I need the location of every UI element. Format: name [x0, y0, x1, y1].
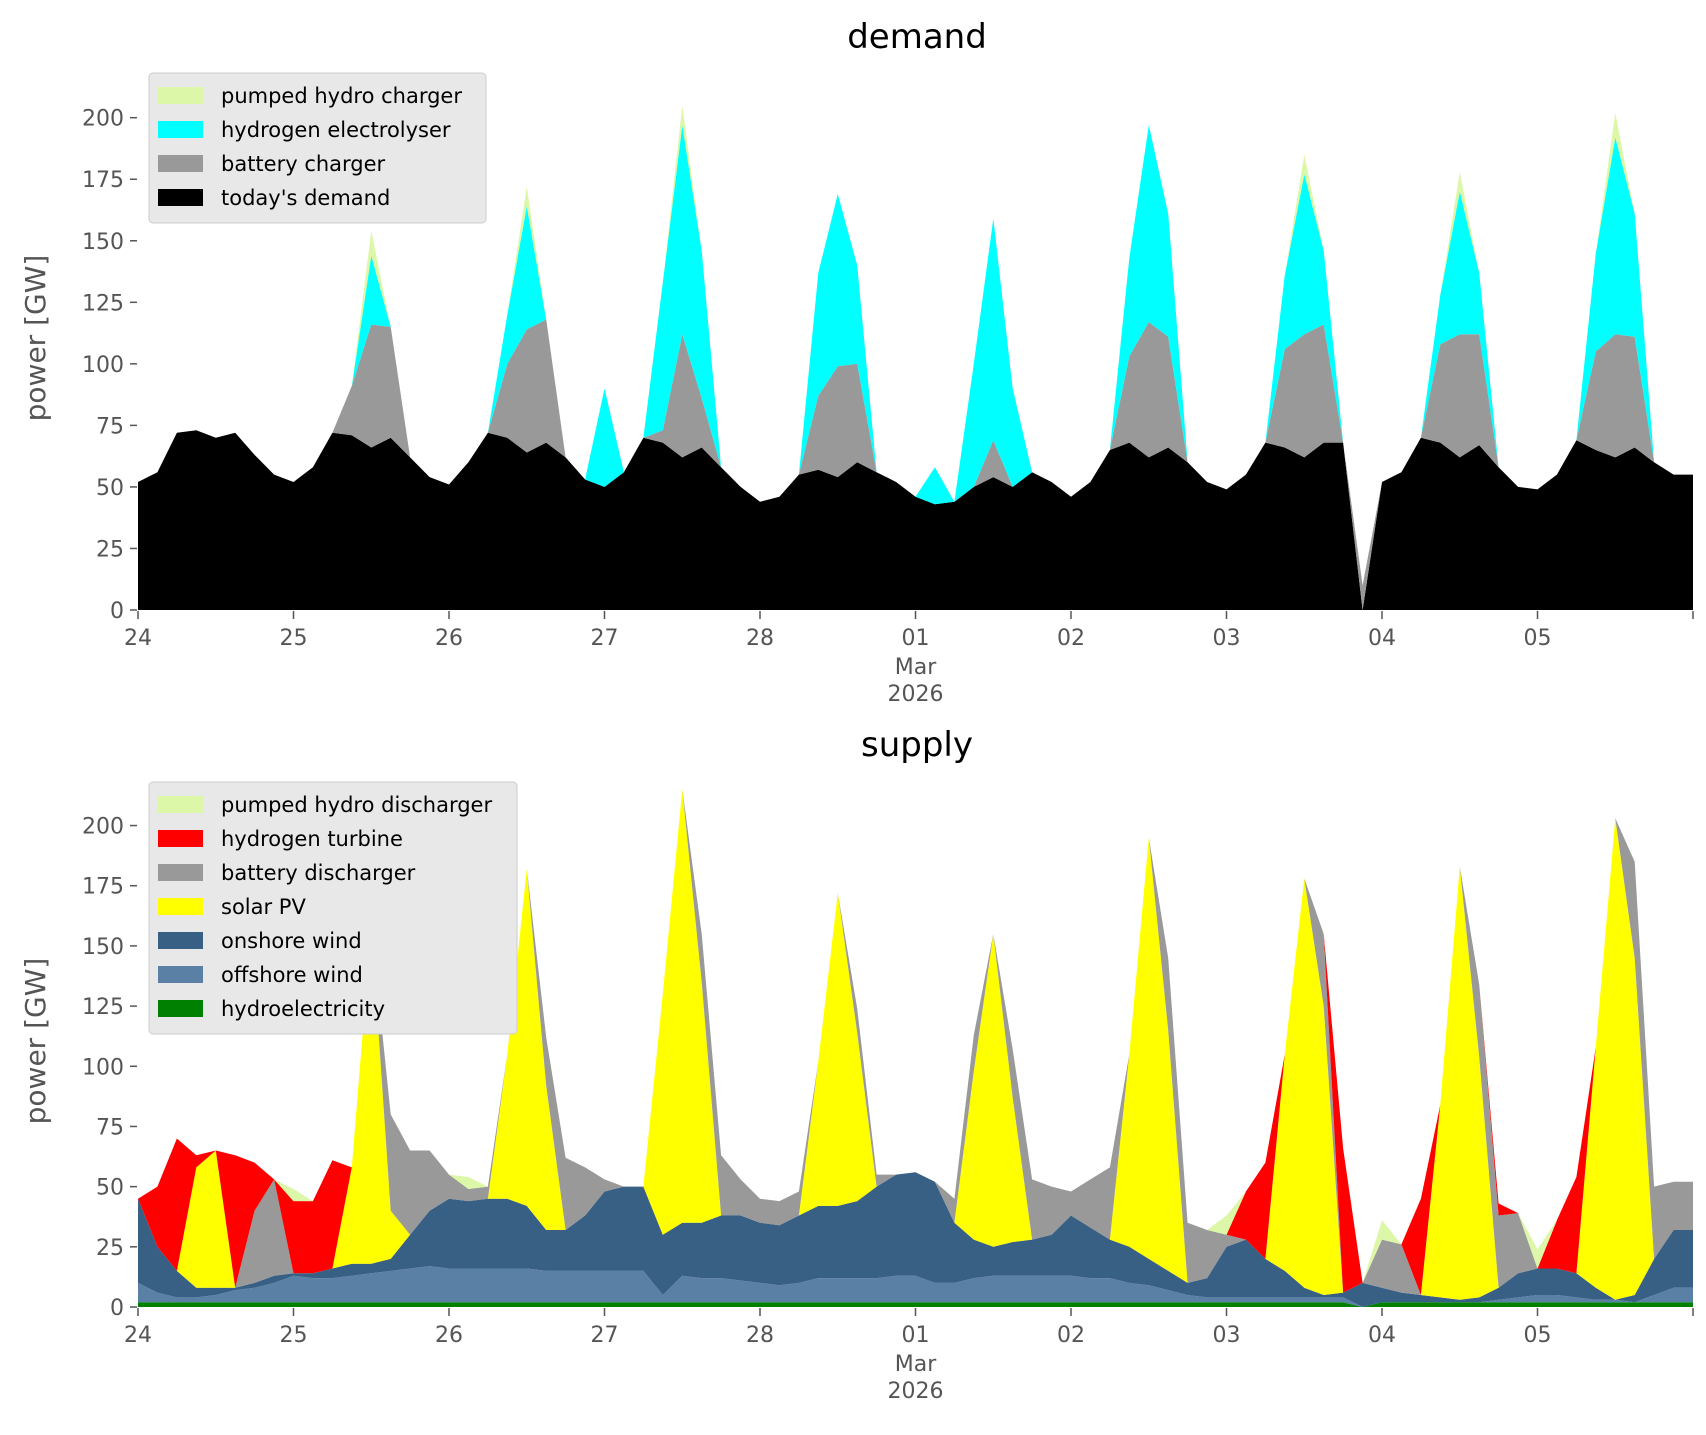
x-tick-label: 24	[124, 626, 152, 651]
x-tick-label: 03	[1213, 1323, 1241, 1348]
y-tick-label: 150	[82, 935, 124, 960]
y-tick-label: 25	[96, 537, 124, 562]
legend-label: pumped hydro charger	[221, 84, 462, 108]
x-tick-label: 25	[280, 1323, 308, 1348]
x-tick-month: Mar	[895, 655, 937, 680]
x-tick-label: 01	[902, 1323, 930, 1348]
y-tick-label: 50	[96, 476, 124, 501]
area-hydrogen-turbine	[138, 789, 1693, 1295]
x-tick-label: 28	[746, 626, 774, 651]
legend-swatch	[158, 830, 203, 847]
legend-label: solar PV	[221, 895, 306, 919]
area-hydroelectricity	[138, 1302, 1693, 1307]
x-tick-label: 02	[1057, 1323, 1085, 1348]
x-tick-label: 26	[435, 626, 463, 651]
legend	[148, 72, 487, 224]
x-tick-label: 26	[435, 1323, 463, 1348]
y-tick-label: 200	[82, 107, 124, 132]
y-tick-label: 100	[82, 353, 124, 378]
legend-label: battery charger	[221, 152, 386, 176]
y-tick-label: 175	[82, 168, 124, 193]
legend-swatch	[158, 796, 203, 813]
legend-label: battery discharger	[221, 861, 416, 885]
y-axis-label: power [GW]	[19, 958, 52, 1125]
legend-label: onshore wind	[221, 929, 362, 953]
legend-label: hydroelectricity	[221, 997, 385, 1021]
x-tick-label: 27	[591, 626, 619, 651]
x-tick-year: 2026	[888, 682, 944, 707]
y-tick-label: 175	[82, 875, 124, 900]
x-tick-year: 2026	[888, 1379, 944, 1404]
x-tick-label: 04	[1368, 1323, 1396, 1348]
area-offshore-wind	[138, 1266, 1693, 1307]
area-solar-pv	[138, 789, 1693, 1300]
y-tick-label: 125	[82, 995, 124, 1020]
area-onshore-wind	[138, 1172, 1693, 1307]
legend-swatch	[158, 189, 203, 206]
area-battery-charger	[138, 319, 1693, 610]
chart-panel-supply: supply power [GW] 0 25 50 75 100 125 150 175 200 24…	[19, 725, 1694, 1404]
chart-title: demand	[847, 17, 987, 57]
x-tick-label: 28	[746, 1323, 774, 1348]
y-tick-label: 0	[110, 1296, 124, 1321]
legend-label: hydrogen electrolyser	[221, 118, 451, 142]
legend-swatch	[158, 898, 203, 915]
y-tick-label: 125	[82, 291, 124, 316]
legend-swatch	[158, 864, 203, 881]
legend-swatch	[158, 87, 203, 104]
legend-label: offshore wind	[221, 963, 363, 987]
legend-swatch	[158, 932, 203, 949]
legend-label: pumped hydro discharger	[221, 793, 492, 817]
y-tick-label: 75	[96, 414, 124, 439]
legend-swatch	[158, 155, 203, 172]
legend-label: hydrogen turbine	[221, 827, 403, 851]
x-tick-label: 02	[1057, 626, 1085, 651]
legend-swatch	[158, 966, 203, 983]
y-tick-label: 50	[96, 1176, 124, 1201]
y-axis-label: power [GW]	[19, 255, 52, 422]
x-tick-label: 01	[902, 626, 930, 651]
legend-swatch	[158, 1000, 203, 1017]
x-tick-label: 24	[124, 1323, 152, 1348]
x-tick-label: 05	[1524, 1323, 1552, 1348]
x-tick-month: Mar	[895, 1352, 937, 1377]
y-tick-label: 0	[110, 599, 124, 624]
y-tick-label: 75	[96, 1115, 124, 1140]
chart-title: supply	[861, 725, 973, 765]
x-tick-label: 04	[1368, 626, 1396, 651]
legend-swatch	[158, 121, 203, 138]
x-tick-label: 27	[591, 1323, 619, 1348]
legend-label: today's demand	[221, 186, 390, 210]
x-tick-label: 25	[280, 626, 308, 651]
y-tick-label: 25	[96, 1236, 124, 1261]
y-tick-label: 200	[82, 815, 124, 840]
x-tick-label: 03	[1213, 626, 1241, 651]
area-hydrogen-electrolyser	[138, 125, 1693, 586]
legend	[148, 781, 518, 1035]
x-tick-label: 05	[1524, 626, 1552, 651]
y-tick-label: 150	[82, 230, 124, 255]
y-tick-label: 100	[82, 1055, 124, 1080]
area-today-s-demand	[138, 430, 1693, 610]
chart-panel-demand: demand power [GW] 0 25 50 75 100 125 150 175 200 24…	[19, 17, 1694, 707]
